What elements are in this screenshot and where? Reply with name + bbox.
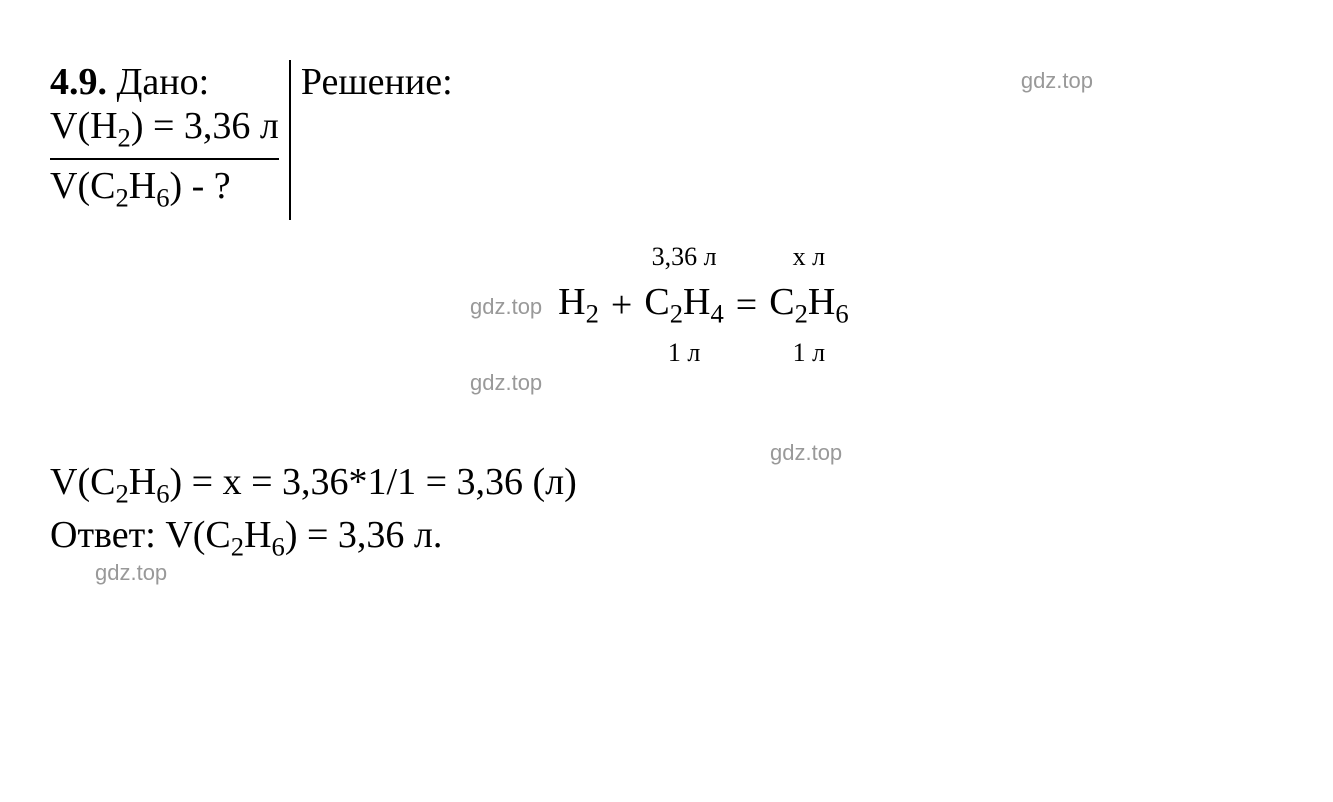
term-c2h4: 3,36 л C2H4 1 л [644,280,723,330]
c2h6-h: H [808,281,835,323]
equation-section: gdz.top H2 + 3,36 л C2H4 1 л = х л C2H6 … [470,280,1283,330]
c2h4-s1: 2 [670,299,683,329]
answer-s1: 2 [231,532,244,562]
c2h6-s2: 6 [835,299,848,329]
question-sub2: 6 [156,182,169,212]
answer-line: Ответ: V(C2H6) = 3,36 л. [50,513,1283,563]
calc1-p2: H [129,461,156,503]
given-value-line: V(H2) = 3,36 л [50,104,279,154]
calc1-s1: 2 [115,478,128,508]
fraction-divider [50,158,279,160]
given-section: 4.9. Дано: V(H2) = 3,36 л V(C2H6) - ? [50,60,279,213]
c2h4-top-annotation: 3,36 л [652,242,717,272]
watermark-2: gdz.top [470,370,542,396]
question-line: V(C2H6) - ? [50,164,279,214]
answer-p2: H [244,514,271,556]
problem-number: 4.9. [50,61,107,103]
calc-line-1: V(C2H6) = х = 3,36*1/1 = 3,36 (л) [50,460,1283,510]
calc1-p3: ) = х = 3,36*1/1 = 3,36 (л) [170,461,577,503]
question-sub1: 2 [115,182,128,212]
equals-operator: = [724,283,769,327]
calculation-section: V(C2H6) = х = 3,36*1/1 = 3,36 (л) Ответ:… [50,460,1283,563]
c2h6-top-annotation: х л [793,242,825,272]
h2-sub: 2 [586,299,599,329]
solution-label: Решение: [301,60,453,104]
watermark-4: gdz.top [95,560,167,586]
term-c2h6: х л C2H6 1 л [769,280,848,330]
c2h4-s2: 4 [710,299,723,329]
h2-prefix: H [558,281,585,323]
c2h4-h: H [683,281,710,323]
term-h2: H2 [558,280,599,330]
plus-operator: + [599,283,644,327]
question-mid: H [129,165,156,207]
question-suffix: ) - ? [170,165,231,207]
given-label: Дано: [107,61,209,103]
calc1-s2: 6 [156,478,169,508]
answer-s2: 6 [272,532,285,562]
c2h6-bottom-annotation: 1 л [793,338,825,368]
c2h6-s1: 2 [795,299,808,329]
c2h4-bottom-annotation: 1 л [668,338,700,368]
top-row: 4.9. Дано: V(H2) = 3,36 л V(C2H6) - ? Ре… [50,60,1283,220]
equation-row: gdz.top H2 + 3,36 л C2H4 1 л = х л C2H6 … [470,280,1283,330]
problem-container: gdz.top 4.9. Дано: V(H2) = 3,36 л V(C2H6… [0,0,1333,627]
calc1-p1: V(C [50,461,115,503]
answer-p1: V(C [165,514,230,556]
given-v-h2-sub: 2 [118,123,131,153]
c2h4-c: C [644,281,669,323]
answer-label: Ответ: [50,514,165,556]
given-v-h2-suffix: ) = 3,36 л [131,105,279,147]
watermark-inline: gdz.top [470,294,542,320]
given-header: 4.9. Дано: [50,60,279,104]
given-v-h2-prefix: V(H [50,105,118,147]
question-prefix: V(C [50,165,115,207]
c2h6-c: C [769,281,794,323]
answer-p3: ) = 3,36 л. [285,514,443,556]
vertical-divider [289,60,291,220]
